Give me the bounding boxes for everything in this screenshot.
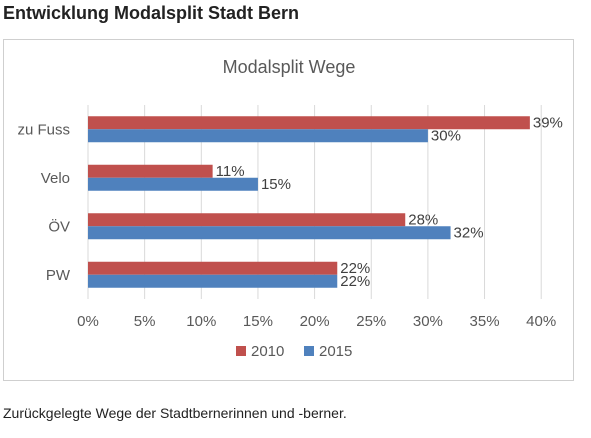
chart-caption: Zurückgelegte Wege der Stadtbernerinnen …	[3, 405, 347, 421]
legend-swatch	[236, 346, 246, 356]
legend-label: 2010	[251, 343, 284, 360]
x-tick-label: 10%	[186, 313, 216, 330]
data-label: 39%	[533, 114, 563, 131]
category-label: ÖV	[48, 217, 70, 235]
bar-2015	[88, 129, 428, 143]
category-label: PW	[46, 267, 71, 284]
legend-label: 2015	[319, 343, 352, 360]
bar-2010	[88, 261, 338, 275]
modalsplit-chart: 0% 5% 10% 15% 20% 25% 30% 35% 40% zu Fuss 39% 30% Ve…	[17, 57, 563, 360]
data-label: 32%	[454, 224, 484, 241]
x-tick-label: 35%	[470, 313, 500, 330]
bar-2015	[88, 274, 338, 288]
x-tick-label: 5%	[134, 313, 156, 330]
bar-2015	[88, 226, 451, 240]
data-label: 11%	[216, 163, 245, 180]
bar-2010	[88, 116, 530, 130]
chart-title: Modalsplit Wege	[223, 57, 356, 77]
bar-2015	[88, 177, 258, 191]
legend-item-2015: 2015	[304, 343, 352, 360]
data-label: 30%	[431, 127, 461, 144]
x-tick-label: 40%	[526, 313, 556, 330]
bar-2010	[88, 164, 213, 178]
data-label: 22%	[340, 273, 370, 290]
category-label: zu Fuss	[17, 121, 70, 138]
page-heading: Entwicklung Modalsplit Stadt Bern	[3, 3, 300, 23]
x-tick-label: 20%	[300, 313, 330, 330]
x-tick-label: 0%	[77, 313, 99, 330]
chart-container: 0% 5% 10% 15% 20% 25% 30% 35% 40% zu Fuss 39% 30% Ve…	[3, 39, 574, 381]
legend-item-2010: 2010	[236, 343, 284, 360]
data-label: 28%	[408, 211, 438, 228]
x-tick-label: 15%	[243, 313, 273, 330]
x-tick-label: 30%	[413, 313, 443, 330]
category-label: Velo	[41, 170, 70, 187]
legend-swatch	[304, 346, 314, 356]
data-label: 15%	[261, 176, 291, 193]
bar-2010	[88, 213, 406, 227]
x-tick-label: 25%	[356, 313, 386, 330]
data-label: 22%	[340, 260, 370, 277]
